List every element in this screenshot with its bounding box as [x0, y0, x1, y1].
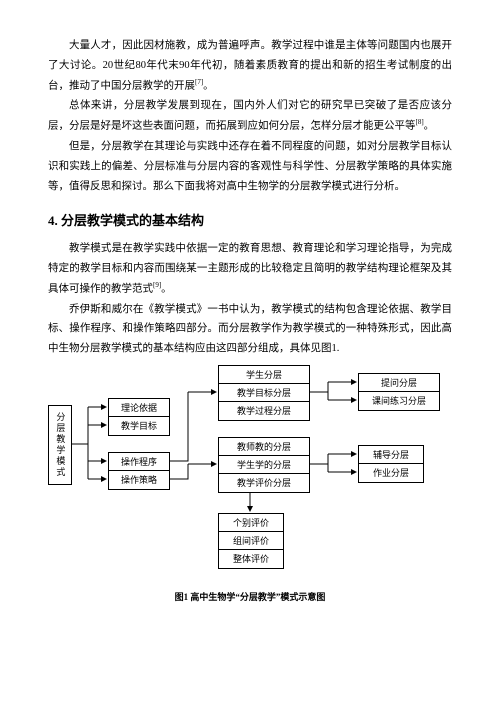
node-right1-0: 提问分层 — [358, 373, 440, 393]
node-col1-0: 理论依据 — [108, 398, 170, 418]
ref-9: [9] — [153, 281, 161, 289]
node-strtop-0: 教师教的分层 — [218, 437, 310, 457]
node-root: 分层教学模式 — [48, 405, 72, 485]
paragraph-4: 教学模式是在教学实践中依据一定的教育思想、教育理论和学习理论指导，为完成特定的教… — [48, 239, 452, 299]
node-opprog-1: 教学目标分层 — [218, 383, 310, 403]
node-col1-2: 操作程序 — [108, 452, 170, 472]
node-col1-3: 操作策略 — [108, 470, 170, 490]
node-strbot-2: 整体评价 — [218, 549, 284, 569]
paragraph-5: 乔伊斯和威尔在《教学模式》一书中认为，教学模式的结构包含理论依据、教学目标、操作… — [48, 300, 452, 360]
paragraph-3: 但是，分层教学在其理论与实践中还存在着不同程度的问题，如对分层教学目标认识和实践… — [48, 137, 452, 197]
node-right1-1: 课间练习分层 — [358, 391, 440, 411]
paragraph-2: 总体来讲，分层教学发展到现在，国内外人们对它的研究早已突破了是否应该分层，分层是… — [48, 96, 452, 136]
node-col1-1: 教学目标 — [108, 416, 170, 436]
node-right2-1: 作业分层 — [358, 463, 424, 483]
node-opprog-0: 学生分层 — [218, 365, 310, 385]
node-strbot-0: 个别评价 — [218, 513, 284, 533]
ref-7: [7] — [195, 78, 203, 86]
figure-1: 分层教学模式 理论依据 教学目标 操作程序 操作策略 学生分层 教学目标分层 教… — [48, 365, 452, 585]
node-strbot-1: 组间评价 — [218, 531, 284, 551]
ref-8: [8] — [416, 118, 424, 126]
figure-caption: 图1 高中生物学“分层教学”模式示意图 — [48, 589, 452, 606]
node-right2-0: 辅导分层 — [358, 445, 424, 465]
node-strtop-2: 教学评价分层 — [218, 473, 310, 493]
section-heading: 4. 分层教学模式的基本结构 — [48, 209, 452, 234]
node-opprog-2: 教学过程分层 — [218, 401, 310, 421]
node-strtop-1: 学生学的分层 — [218, 455, 310, 475]
paragraph-1: 大量人才，因此因材施教，成为普遍呼声。教学过程中谁是主体等问题国内也展开了大讨论… — [48, 36, 452, 96]
